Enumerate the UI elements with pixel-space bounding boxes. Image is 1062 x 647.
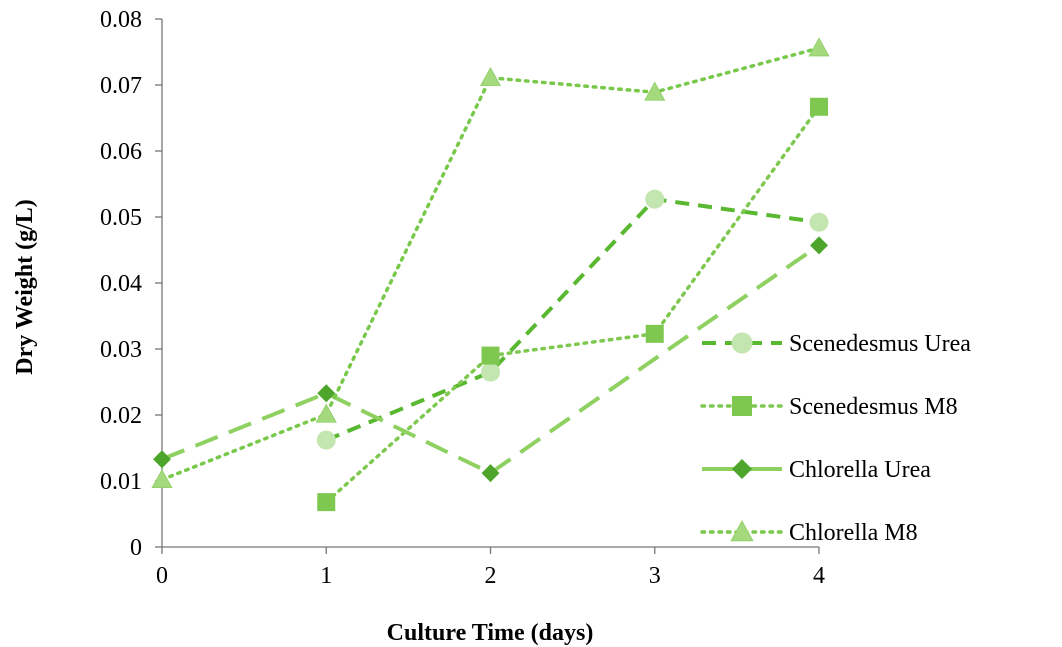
series-chlorella-m8 (151, 37, 830, 489)
legend-item-chlorella-urea: Chlorella Urea (702, 457, 931, 483)
data-point (317, 384, 336, 403)
series-line (161, 243, 821, 476)
data-point (481, 464, 500, 483)
series-chlorella-urea (153, 236, 828, 483)
data-point (644, 81, 666, 101)
legend-marker (732, 396, 752, 416)
legend-marker (730, 520, 754, 542)
series-line (160, 46, 821, 482)
y-tick-label: 0.06 (100, 139, 142, 165)
data-point (315, 403, 337, 423)
y-tick-label: 0.01 (100, 469, 142, 495)
data-point (810, 236, 828, 255)
data-point (808, 37, 830, 57)
legend-item-scenedesmus-m8: Scenedesmus M8 (700, 394, 958, 420)
series-layer (151, 37, 830, 512)
data-point (479, 67, 502, 87)
legend-label: Chlorella M8 (789, 520, 918, 546)
x-tick-label: 2 (485, 563, 497, 589)
legend: Scenedesmus Urea Scenedesmus M8 Chlorella … (700, 331, 971, 546)
x-tick-label: 0 (156, 563, 168, 589)
legend-label: Scenedesmus M8 (789, 394, 958, 420)
data-point (645, 324, 664, 343)
data-point (810, 97, 828, 116)
data-point (317, 493, 336, 512)
data-point (316, 430, 336, 450)
legend-label: Scenedesmus Urea (789, 331, 971, 357)
x-tick-label: 4 (813, 563, 825, 589)
y-tick-label: 0.02 (100, 403, 142, 429)
data-point (809, 212, 829, 232)
y-tick-label: 0.07 (100, 73, 142, 99)
data-point (153, 450, 171, 469)
legend-marker (732, 459, 752, 479)
data-point (481, 346, 500, 365)
series-line (324, 105, 821, 504)
data-point (481, 362, 500, 382)
series-scenedesmus-m8 (317, 97, 828, 512)
y-tick-label: 0.03 (100, 337, 142, 363)
x-axis-title: Culture Time (days) (387, 620, 594, 646)
x-tick-label: 1 (320, 563, 332, 589)
legend-marker (731, 332, 753, 354)
axes: 0 0.01 0.02 0.03 0.04 0.05 0.06 0.07 0.08 0 1 2 3 4 (100, 7, 825, 589)
legend-item-scenedesmus-urea: Scenedesmus Urea (702, 331, 971, 357)
series-scenedesmus-urea (316, 189, 829, 450)
y-axis-title: Dry Weight (g/L) (12, 199, 38, 375)
y-tick-label: 0.08 (100, 7, 142, 33)
data-point (645, 189, 665, 209)
y-tick-label: 0 (130, 535, 142, 561)
legend-item-chlorella-m8: Chlorella M8 (700, 520, 918, 546)
data-point (151, 468, 173, 489)
x-tick-label: 3 (649, 563, 661, 589)
y-tick-label: 0.04 (100, 271, 142, 297)
y-tick-label: 0.05 (100, 205, 142, 231)
legend-label: Chlorella Urea (789, 457, 931, 483)
